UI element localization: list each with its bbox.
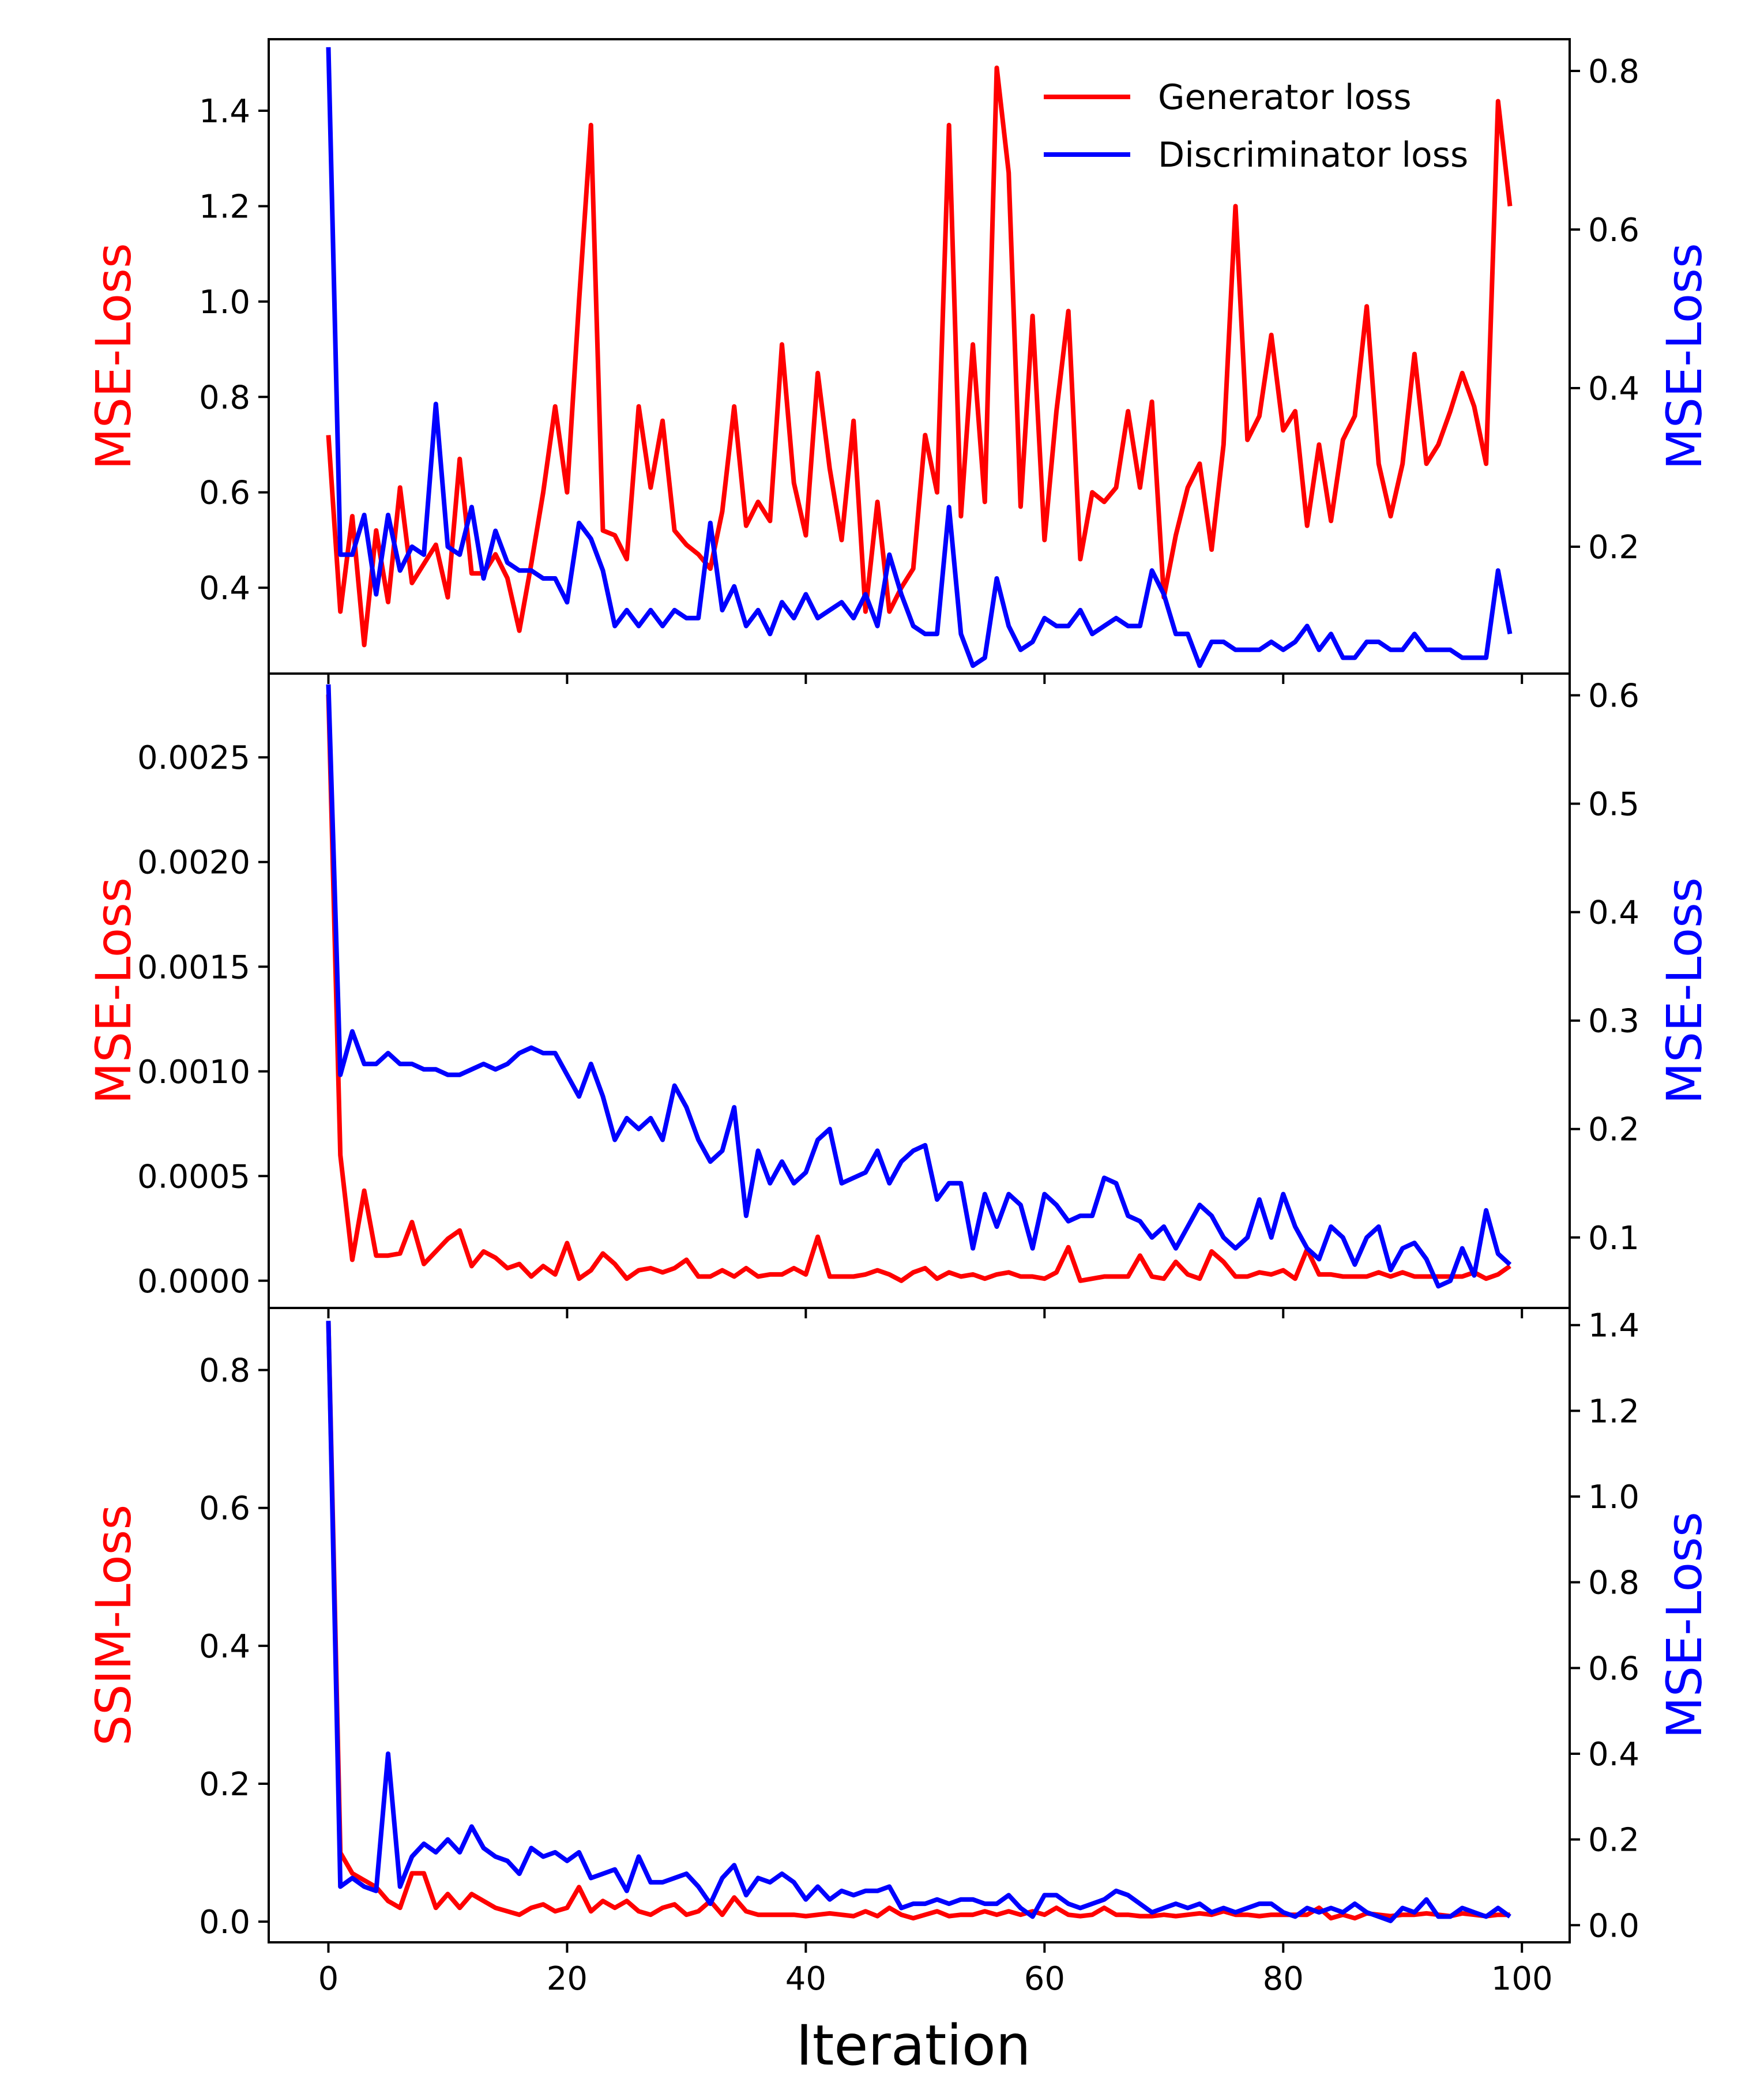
left-tick-label-top: 0.6 (199, 475, 250, 512)
left-axis-title-bottom: SSIM-Loss (85, 1505, 142, 1746)
right-tick-label-bottom: 1.4 (1588, 1307, 1639, 1345)
right-tick-label-bottom: 1.0 (1588, 1479, 1639, 1516)
right-tick-label-middle: 0.4 (1588, 894, 1639, 932)
right-tick-label-top: 0.8 (1588, 53, 1639, 91)
left-tick-label-bottom: 0.8 (199, 1352, 250, 1390)
right-tick-label-top: 0.6 (1588, 212, 1639, 249)
left-tick-label-top: 0.4 (199, 570, 250, 607)
legend: Generator loss Discriminator loss (1044, 77, 1468, 175)
right-tick-label-middle: 0.6 (1588, 678, 1639, 715)
left-tick-label-top: 0.8 (199, 379, 250, 416)
x-axis-title: Iteration (796, 2013, 1030, 2078)
right-tick-label-bottom: 0.8 (1588, 1565, 1639, 1602)
x-tick-label: 0 (318, 1960, 339, 1998)
right-axis-title-top: MSE-Loss (1656, 243, 1713, 469)
left-tick-label-bottom: 0.0 (199, 1904, 250, 1941)
left-tick-label-top: 1.2 (199, 188, 250, 225)
left-tick-label-bottom: 0.4 (199, 1628, 250, 1666)
legend-label-discriminator: Discriminator loss (1158, 135, 1468, 175)
series-line-generator-top (326, 65, 1513, 648)
series-line-discriminator-bottom (326, 1321, 1511, 1923)
right-tick-label-bottom: 0.4 (1588, 1736, 1639, 1773)
x-tick-label: 100 (1491, 1960, 1553, 1998)
right-tick-label-middle: 0.2 (1588, 1111, 1639, 1149)
panel-bottom: 0.0 0.2 0.4 0.6 0.8 0.0 0.2 0.4 0.6 0.8 1.0 1.2 1.4 0… (85, 1307, 1713, 1998)
left-tick-label-middle: 0.0020 (137, 844, 250, 882)
panel-top: 0.4 0.6 0.8 1.0 1.2 1.4 0.2 0.4 0.6 0.8 MSE-Loss MS… (85, 38, 1713, 684)
right-tick-label-middle: 0.5 (1588, 786, 1639, 824)
right-tick-label-top: 0.4 (1588, 370, 1639, 408)
right-tick-label-middle: 0.1 (1588, 1220, 1639, 1257)
left-tick-label-middle: 0.0015 (137, 949, 250, 986)
series-line-discriminator-top (326, 47, 1513, 668)
left-tick-label-middle: 0.0010 (137, 1054, 250, 1091)
x-tick-label: 20 (547, 1960, 588, 1998)
legend-label-generator: Generator loss (1158, 77, 1412, 118)
right-tick-label-top: 0.2 (1588, 529, 1639, 566)
right-tick-label-bottom: 0.0 (1588, 1907, 1639, 1945)
right-tick-label-bottom: 0.2 (1588, 1822, 1639, 1859)
x-tick-label: 40 (785, 1960, 826, 1998)
left-axis-title-top: MSE-Loss (85, 243, 142, 469)
left-tick-label-bottom: 0.6 (199, 1490, 250, 1528)
series-line-discriminator-middle (326, 684, 1512, 1289)
left-tick-label-bottom: 0.2 (199, 1766, 250, 1803)
right-tick-label-bottom: 0.6 (1588, 1650, 1639, 1687)
right-tick-label-middle: 0.3 (1588, 1003, 1639, 1040)
right-tick-label-bottom: 1.2 (1588, 1393, 1639, 1430)
left-axis-title-middle: MSE-Loss (85, 877, 142, 1104)
right-axis-title-bottom: MSE-Loss (1656, 1512, 1713, 1738)
left-tick-label-middle: 0.0025 (137, 739, 250, 777)
right-axis-title-middle: MSE-Loss (1656, 877, 1713, 1104)
left-tick-label-top: 1.0 (199, 284, 250, 321)
series-line-generator-middle (326, 694, 1511, 1283)
panel-middle: 0.0000 0.0005 0.0010 0.0015 0.0020 0.0025 0.1 0… (85, 672, 1713, 1318)
plot-frame-bottom (268, 1307, 1571, 1943)
x-tick-label: 80 (1263, 1960, 1304, 1998)
left-tick-label-middle: 0.0005 (137, 1158, 250, 1195)
left-tick-label-middle: 0.0000 (137, 1263, 250, 1300)
x-tick-label: 60 (1024, 1960, 1065, 1998)
left-tick-label-top: 1.4 (199, 93, 250, 130)
